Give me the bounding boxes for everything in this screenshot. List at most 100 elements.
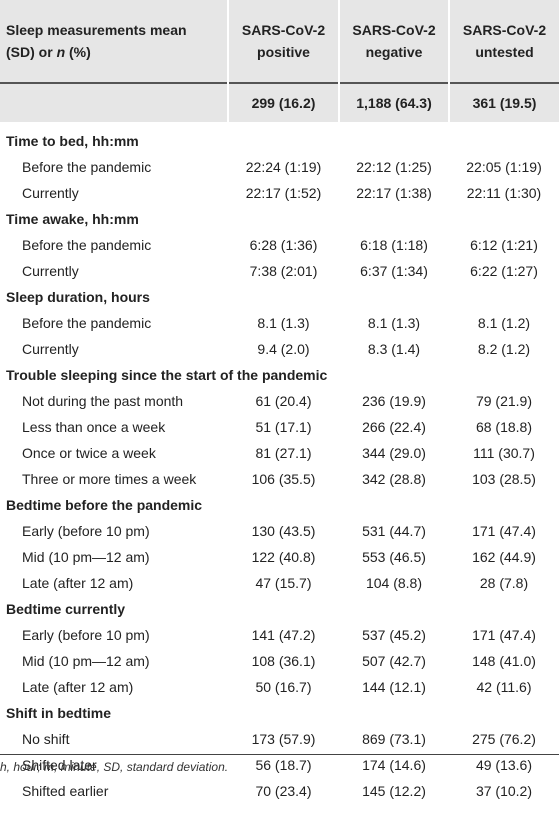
stub-header: Sleep measurements mean (SD) or n (%): [0, 0, 228, 83]
section-title: Shift in bedtime: [6, 705, 111, 721]
table-row: Mid (10 pm—12 am) 122 (40.8) 553 (46.5) 162…: [0, 544, 559, 570]
row-label: No shift: [22, 731, 70, 747]
row-label: Before the pandemic: [22, 159, 152, 175]
cell-value: 6:37 (1:34): [360, 263, 428, 279]
cell-value: 6:18 (1:18): [360, 237, 428, 253]
cell-value: 47 (15.7): [255, 575, 312, 591]
column-header-line2: negative: [365, 44, 423, 60]
section-heading-row: Sleep duration, hours: [0, 284, 559, 310]
section-heading-row: Bedtime currently: [0, 596, 559, 622]
row-label: Currently: [22, 263, 79, 279]
table-row: Shifted earlier 70 (23.4) 145 (12.2) 37 (10…: [0, 778, 559, 804]
cell-value: 51 (17.1): [255, 419, 312, 435]
cell-value: 173 (57.9): [251, 731, 316, 747]
stub-header-line1: Sleep measurements mean: [6, 22, 187, 38]
table-row: Three or more times a week 106 (35.5) 342 …: [0, 466, 559, 492]
cell-value: 42 (11.6): [476, 679, 532, 695]
section-heading-row: Time awake, hh:mm: [0, 206, 559, 232]
table-row: Before the pandemic 6:28 (1:36) 6:18 (1:18…: [0, 232, 559, 258]
table-row: Once or twice a week 81 (27.1) 344 (29.0) 1…: [0, 440, 559, 466]
cell-value: 9.4 (2.0): [257, 341, 310, 357]
cell-value: 141 (47.2): [251, 627, 316, 643]
row-label: Late (after 12 am): [22, 575, 134, 591]
cell-value: 6:22 (1:27): [470, 263, 538, 279]
row-label: Mid (10 pm—12 am): [22, 653, 150, 669]
column-header-negative: SARS-CoV-2 negative: [338, 0, 449, 83]
column-header-line1: SARS-CoV-2: [352, 22, 436, 38]
cell-value: 171 (47.4): [472, 627, 536, 643]
row-label: Mid (10 pm—12 am): [22, 549, 150, 565]
column-header-line1: SARS-CoV-2: [241, 22, 326, 38]
section-title: Sleep duration, hours: [6, 289, 150, 305]
cell-value: 275 (76.2): [472, 731, 536, 747]
row-label: Early (before 10 pm): [22, 523, 150, 539]
cell-value: 553 (46.5): [362, 549, 426, 565]
header-row-counts: 299 (16.2) 1,188 (64.3) 361 (19.5): [0, 84, 559, 122]
cell-value: 56 (18.7): [255, 757, 312, 773]
cell-value: 6:12 (1:21): [470, 237, 538, 253]
table-row: Currently 22:17 (1:52) 22:17 (1:38) 22:11 (…: [0, 180, 559, 206]
count-negative: 1,188 (64.3): [338, 84, 449, 122]
table-row: Early (before 10 pm) 141 (47.2) 537 (45.2)…: [0, 622, 559, 648]
header-row-titles: Sleep measurements mean (SD) or n (%) SA…: [0, 0, 559, 83]
cell-value: 79 (21.9): [475, 393, 533, 409]
row-label: Early (before 10 pm): [22, 627, 150, 643]
cell-value: 162 (44.9): [472, 549, 536, 565]
cell-value: 8.1 (1.3): [257, 315, 310, 331]
cell-value: 342 (28.8): [362, 471, 426, 487]
row-label: Late (after 12 am): [22, 679, 134, 695]
row-label: Currently: [22, 185, 79, 201]
table-bottom-rule: [0, 754, 559, 755]
row-label: Not during the past month: [22, 393, 184, 409]
row-label: Shifted later: [22, 757, 97, 773]
table-row: Late (after 12 am) 47 (15.7) 104 (8.8) 28 (…: [0, 570, 559, 596]
cell-value: 22:05 (1:19): [466, 159, 542, 175]
cell-value: 81 (27.1): [255, 445, 312, 461]
cell-value: 174 (14.6): [362, 757, 426, 773]
table-body: Time to bed, hh:mm Before the pandemic 22:…: [0, 128, 559, 804]
row-label: Once or twice a week: [22, 445, 156, 461]
cell-value: 68 (18.8): [475, 419, 533, 435]
stub-header-line2-post: (%): [65, 44, 91, 60]
section-heading-row: Time to bed, hh:mm: [0, 128, 559, 154]
table-row: Mid (10 pm—12 am) 108 (36.1) 507 (42.7) 148…: [0, 648, 559, 674]
section-heading-row: Bedtime before the pandemic: [0, 492, 559, 518]
section-heading-row: Trouble sleeping since the start of the …: [0, 362, 559, 388]
table-row: Early (before 10 pm) 130 (43.5) 531 (44.7)…: [0, 518, 559, 544]
cell-value: 106 (35.5): [251, 471, 316, 487]
cell-value: 8.3 (1.4): [367, 341, 421, 357]
row-label: Three or more times a week: [22, 471, 197, 487]
cell-value: 22:24 (1:19): [245, 159, 322, 175]
table-row: Late (after 12 am) 50 (16.7) 144 (12.1) 42 …: [0, 674, 559, 700]
table-row: Before the pandemic 22:24 (1:19) 22:12 (1:…: [0, 154, 559, 180]
table-row: Currently 7:38 (2:01) 6:37 (1:34) 6:22 (1:2…: [0, 258, 559, 284]
section-title: Bedtime currently: [6, 601, 126, 617]
cell-value: 171 (47.4): [472, 523, 536, 539]
cell-value: 22:12 (1:25): [356, 159, 432, 175]
table-footnote: h, hour; m, minute, SD, standard deviati…: [0, 760, 229, 774]
cell-value: 344 (29.0): [362, 445, 426, 461]
cell-value: 22:17 (1:52): [245, 185, 322, 201]
cell-value: 145 (12.2): [362, 783, 426, 799]
cell-value: 507 (42.7): [362, 653, 426, 669]
table-row: Currently 9.4 (2.0) 8.3 (1.4) 8.2 (1.2): [0, 336, 559, 362]
cell-value: 8.2 (1.2): [477, 341, 531, 357]
row-label: Before the pandemic: [22, 237, 152, 253]
cell-value: 22:17 (1:38): [356, 185, 432, 201]
cell-value: 28 (7.8): [479, 575, 529, 591]
column-header-line1: SARS-CoV-2: [462, 22, 547, 38]
section-title: Trouble sleeping since the start of the …: [6, 367, 328, 383]
cell-value: 111 (30.7): [473, 445, 535, 461]
table-row: Before the pandemic 8.1 (1.3) 8.1 (1.3) 8.1…: [0, 310, 559, 336]
cell-value: 869 (73.1): [362, 731, 426, 747]
cell-value: 8.1 (1.3): [367, 315, 421, 331]
cell-value: 22:11 (1:30): [466, 185, 542, 201]
stub-header-n: n: [56, 44, 66, 60]
column-header-line2: positive: [257, 44, 310, 60]
cell-value: 49 (13.6): [475, 757, 533, 773]
row-label: Currently: [22, 341, 79, 357]
row-label: Shifted earlier: [22, 783, 109, 799]
section-title: Time awake, hh:mm: [6, 211, 139, 227]
cell-value: 70 (23.4): [255, 783, 312, 799]
section-title: Bedtime before the pandemic: [6, 497, 203, 513]
